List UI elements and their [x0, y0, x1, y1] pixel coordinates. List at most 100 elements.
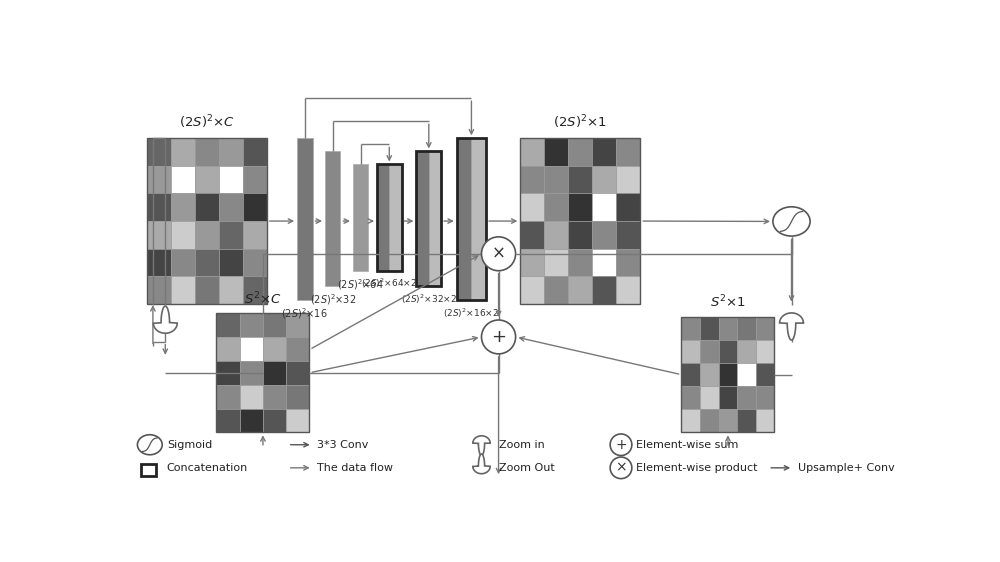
Bar — [171, 193, 195, 221]
Bar — [592, 193, 616, 221]
Text: Sigmoid: Sigmoid — [167, 439, 212, 450]
Bar — [286, 361, 309, 384]
Bar — [700, 317, 719, 340]
Bar — [219, 221, 243, 248]
Bar — [243, 193, 267, 221]
Bar — [520, 248, 544, 277]
Bar — [756, 386, 774, 409]
Text: $(2S)^2{\times}1$: $(2S)^2{\times}1$ — [553, 113, 607, 130]
Bar — [719, 363, 737, 386]
Bar — [216, 409, 240, 432]
Bar — [568, 248, 592, 277]
Bar — [616, 277, 640, 304]
Text: The data flow: The data flow — [317, 463, 393, 473]
Bar — [616, 221, 640, 248]
Bar — [416, 151, 441, 286]
Circle shape — [610, 434, 632, 456]
Bar — [219, 277, 243, 304]
Bar — [171, 248, 195, 277]
Bar — [216, 384, 240, 409]
Bar — [544, 277, 568, 304]
Bar — [520, 166, 544, 193]
Bar — [195, 193, 219, 221]
Bar — [263, 337, 286, 361]
Bar — [737, 317, 756, 340]
Bar — [429, 151, 441, 286]
Text: $S^2{\times}1$: $S^2{\times}1$ — [710, 294, 746, 311]
Text: +: + — [491, 328, 506, 346]
Bar — [147, 138, 171, 166]
Bar — [700, 363, 719, 386]
Bar — [389, 165, 402, 271]
Bar — [681, 363, 700, 386]
Bar — [681, 317, 700, 340]
Bar — [263, 384, 286, 409]
Bar — [737, 409, 756, 432]
Bar — [616, 193, 640, 221]
Bar — [756, 363, 774, 386]
Bar — [756, 340, 774, 363]
Bar — [171, 221, 195, 248]
Bar — [520, 138, 544, 166]
Bar — [616, 138, 640, 166]
Text: Upsample+ Conv: Upsample+ Conv — [798, 463, 894, 473]
Bar — [457, 138, 471, 300]
Bar — [219, 138, 243, 166]
Bar — [681, 409, 700, 432]
Bar — [325, 151, 340, 286]
Bar — [195, 248, 219, 277]
Bar — [147, 221, 171, 248]
Text: 3*3 Conv: 3*3 Conv — [317, 439, 369, 450]
Bar — [286, 313, 309, 337]
Bar — [616, 166, 640, 193]
Bar — [240, 313, 263, 337]
Bar — [216, 313, 240, 337]
Bar — [457, 138, 486, 300]
Bar — [377, 165, 402, 271]
Bar — [756, 409, 774, 432]
Bar — [171, 138, 195, 166]
Bar — [147, 166, 171, 193]
Bar — [195, 277, 219, 304]
Circle shape — [482, 320, 516, 354]
Bar — [568, 193, 592, 221]
Bar — [219, 166, 243, 193]
Bar — [195, 166, 219, 193]
Ellipse shape — [773, 207, 810, 236]
Bar — [592, 221, 616, 248]
Bar — [700, 340, 719, 363]
Bar — [592, 166, 616, 193]
Bar — [140, 464, 156, 475]
Text: Zoom in: Zoom in — [499, 439, 544, 450]
Bar — [681, 386, 700, 409]
Bar — [263, 361, 286, 384]
Circle shape — [610, 457, 632, 479]
Bar — [243, 166, 267, 193]
Bar — [719, 340, 737, 363]
Bar — [219, 248, 243, 277]
Bar — [216, 313, 309, 432]
Bar — [416, 151, 429, 286]
Text: Zoom Out: Zoom Out — [499, 463, 554, 473]
Bar — [263, 313, 286, 337]
Bar — [171, 166, 195, 193]
Text: $(2S)^2{\times}64$: $(2S)^2{\times}64$ — [337, 277, 384, 292]
Bar — [171, 277, 195, 304]
Bar — [544, 248, 568, 277]
Bar — [286, 409, 309, 432]
Bar — [147, 277, 171, 304]
Bar — [286, 384, 309, 409]
Circle shape — [482, 237, 516, 271]
Bar — [568, 221, 592, 248]
Bar — [240, 361, 263, 384]
Text: $(2S)^2{\times}64{\times}2$: $(2S)^2{\times}64{\times}2$ — [361, 277, 417, 291]
Text: $(2S)^2{\times}C$: $(2S)^2{\times}C$ — [179, 113, 235, 130]
Bar — [297, 138, 313, 300]
Bar — [216, 337, 240, 361]
Bar — [263, 409, 286, 432]
Bar — [216, 361, 240, 384]
Bar — [353, 165, 368, 271]
Bar — [756, 317, 774, 340]
Bar — [737, 363, 756, 386]
Bar — [592, 138, 616, 166]
